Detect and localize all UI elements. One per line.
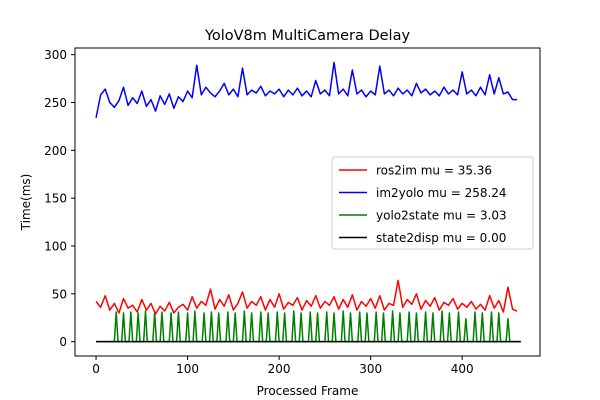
legend-entry: yolo2state mu = 3.03 (376, 209, 507, 223)
chart-title: YoloV8m MultiCamera Delay (204, 28, 411, 44)
legend-entry: ros2im mu = 35.36 (376, 164, 492, 178)
legend-entry: im2yolo mu = 258.24 (376, 186, 507, 200)
legend-entry: state2disp mu = 0.00 (376, 231, 506, 245)
y-tick-label: 300 (44, 48, 67, 62)
y-axis-label: Time(ms) (19, 174, 33, 232)
x-tick-label: 400 (451, 362, 474, 376)
axes-layer: 0 100 200 300 400 0 50 100 150 200 250 300 (44, 48, 474, 376)
series-line-1 (95, 61, 518, 118)
legend: ros2im mu = 35.36 im2yolo mu = 258.24 yolo… (331, 156, 534, 250)
series-line-0 (95, 279, 518, 315)
plot-frame (74, 47, 541, 357)
y-tick-label: 50 (52, 287, 67, 301)
series-layer (95, 61, 521, 343)
x-axis-label: Processed Frame (257, 384, 359, 398)
y-tick-label: 200 (44, 144, 67, 158)
x-tick-label: 0 (92, 362, 100, 376)
y-tick-label: 100 (44, 240, 67, 254)
x-tick-label: 100 (176, 362, 199, 376)
legend-box (331, 156, 534, 250)
x-tick-label: 300 (359, 362, 382, 376)
y-tick-label: 0 (59, 335, 67, 349)
y-tick-label: 150 (44, 192, 67, 206)
y-tick-label: 250 (44, 96, 67, 110)
x-tick-label: 200 (268, 362, 291, 376)
